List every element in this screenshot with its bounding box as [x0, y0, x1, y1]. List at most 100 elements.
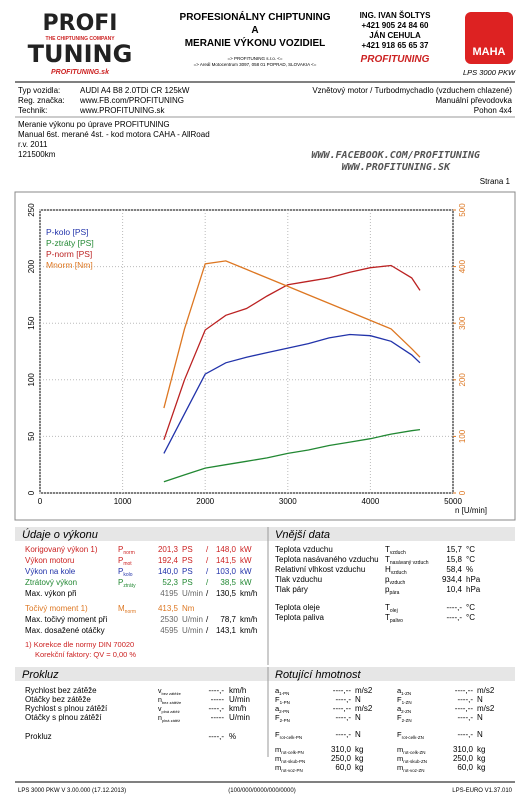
- row-label: Rychlost bez zátěže: [25, 686, 97, 695]
- symbol-main: n: [158, 697, 162, 704]
- row-label: Max. točivý moment při: [25, 615, 107, 624]
- value: ----,-: [335, 695, 351, 704]
- symbol: F1-ZN: [397, 695, 412, 705]
- unit: %: [229, 732, 236, 741]
- x-tick-label: 2000: [196, 497, 214, 506]
- value: 15,8: [446, 555, 462, 564]
- title: A: [251, 25, 258, 36]
- unit: °C: [466, 555, 475, 564]
- symbol-sub: 1-ZN: [401, 691, 411, 696]
- symbol: Tolej: [385, 603, 398, 614]
- unit: kW: [240, 578, 252, 587]
- symbol-main: m: [275, 745, 281, 754]
- unit: hPa: [466, 585, 481, 594]
- separator: /: [206, 589, 209, 598]
- row-label: Výkon na kole: [25, 567, 76, 576]
- value: 103,0: [216, 567, 237, 576]
- symbol-sub: rot-celk-PN: [280, 735, 303, 740]
- symbol-sub: 2-PN: [280, 718, 290, 723]
- value: ----,--: [333, 704, 352, 713]
- symbol-main: a: [397, 704, 402, 713]
- symbol: Hvzduch: [385, 565, 407, 576]
- vehicle-info: Vznětový motor / Turbodmychadlo (vzduche…: [312, 86, 512, 95]
- x-axis-label: n [U/min]: [455, 506, 487, 515]
- y-tick-label: 200: [27, 259, 36, 273]
- symbol: nbez zátěže: [158, 697, 182, 705]
- value: 52,3: [162, 578, 178, 587]
- x-tick-label: 3000: [279, 497, 297, 506]
- value: 38,5: [220, 578, 236, 587]
- title: PROFESIONÁLNY CHIPTUNING: [180, 10, 331, 23]
- unit: PS: [182, 578, 193, 587]
- value: 60,0: [457, 763, 473, 772]
- symbol-main: v: [158, 706, 162, 713]
- symbol-sub: vzduch: [391, 570, 407, 576]
- unit: m/s2: [355, 686, 373, 695]
- symbol-sub: rot-celk-ZN: [402, 735, 424, 740]
- legend-entry: P-norm [PS]: [46, 249, 92, 259]
- symbol: Frot-celk-PN: [275, 730, 302, 740]
- row-label: Ztrátový výkon: [25, 578, 77, 587]
- value: -----: [211, 695, 225, 704]
- unit: km/h: [229, 686, 246, 695]
- y-tick-label: 250: [27, 203, 36, 217]
- footer-text: LPS-EURO V1.37.010: [452, 788, 512, 794]
- symbol: a1-ZN: [397, 686, 411, 696]
- symbol-sub: norm: [123, 550, 134, 556]
- value: 78,7: [220, 615, 236, 624]
- footer-text: LPS 3000 PKW V 3.00.000 (17.12.2013): [18, 788, 126, 794]
- unit: N: [477, 730, 483, 739]
- value: 310,0: [453, 745, 474, 754]
- logo-tag: THE CHIPTUNING COMPANY: [45, 36, 115, 42]
- field-label: Technik:: [18, 106, 47, 115]
- unit: °C: [466, 545, 475, 554]
- symbol-main: a: [275, 704, 280, 713]
- separator: /: [206, 545, 209, 554]
- row-label: Otáčky s plnou zátěží: [25, 713, 102, 722]
- symbol-main: m: [397, 745, 403, 754]
- symbol-main: F: [275, 730, 280, 739]
- x-tick-label: 1000: [114, 497, 132, 506]
- symbol-sub: vzduch: [389, 580, 405, 586]
- symbol: a2-PN: [275, 704, 289, 714]
- row-label: Max. dosažené otáčky: [25, 626, 105, 635]
- separator: /: [206, 615, 209, 624]
- unit: PS: [182, 545, 193, 554]
- symbol-sub: 1-PN: [279, 691, 289, 696]
- y-tick-label: 100: [27, 373, 36, 387]
- symbol-main: F: [275, 713, 280, 722]
- logo: TUNING: [28, 40, 133, 68]
- symbol-sub: rot-celk-PN: [281, 750, 304, 755]
- symbol-main: a: [397, 686, 402, 695]
- unit: PS: [182, 567, 193, 576]
- value: ----,-: [208, 732, 224, 741]
- symbol-sub: ztráty: [123, 583, 136, 589]
- value: ----,-: [208, 704, 224, 713]
- symbol-main: P: [118, 567, 123, 576]
- symbol: Mnorm: [118, 604, 136, 615]
- section-title: Vnější data: [275, 529, 330, 541]
- separator: /: [206, 556, 209, 565]
- value: ----,-: [335, 713, 351, 722]
- symbol-main: F: [397, 713, 402, 722]
- value: ----,-: [446, 603, 462, 612]
- value: ----,-: [446, 613, 462, 622]
- maha-badge: [465, 12, 513, 64]
- field-label: Reg. značka:: [18, 96, 65, 105]
- address: => PROFITUNING s.r.o. <=: [227, 56, 282, 61]
- unit: kW: [240, 567, 252, 576]
- row-label: Teplota oleje: [275, 603, 320, 612]
- unit: N: [355, 713, 361, 722]
- note: r.v. 2011: [18, 140, 48, 149]
- value: ----,-: [208, 686, 224, 695]
- value: 2530: [160, 615, 178, 624]
- value: 4595: [160, 626, 178, 635]
- series-line: [163, 428, 421, 483]
- vehicle-info: Pohon 4x4: [474, 106, 513, 115]
- note: Manual 6st. merané 4st. - kod motora CAH…: [18, 130, 210, 139]
- symbol-sub: plná zátěž: [162, 709, 180, 714]
- symbol: Pmot: [118, 556, 132, 567]
- value: 141,5: [216, 556, 237, 565]
- value: ----,-: [457, 730, 473, 739]
